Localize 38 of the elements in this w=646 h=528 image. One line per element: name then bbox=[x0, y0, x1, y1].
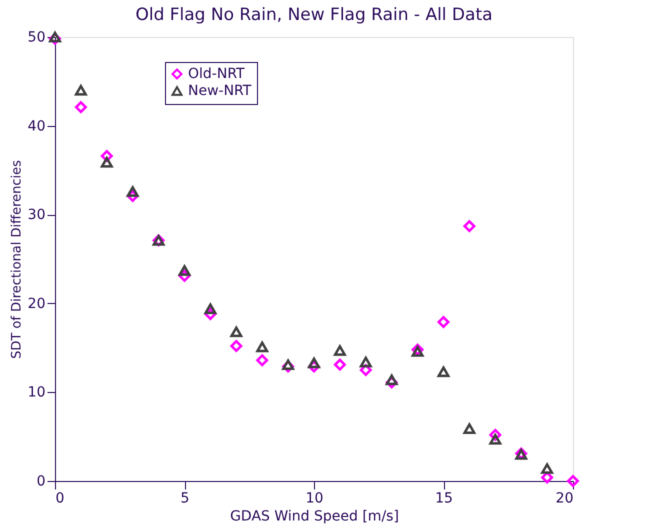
point bbox=[463, 423, 476, 434]
point bbox=[74, 101, 87, 114]
point bbox=[567, 475, 579, 487]
point bbox=[256, 342, 268, 352]
point bbox=[230, 326, 242, 338]
point bbox=[463, 220, 476, 232]
y-tick-label: 50 bbox=[28, 30, 46, 46]
point bbox=[334, 345, 346, 356]
y-tick-label: 20 bbox=[28, 296, 46, 312]
x-axis-title: GDAS Wind Speed [m/s] bbox=[230, 508, 399, 524]
point bbox=[100, 156, 113, 168]
point bbox=[334, 358, 346, 371]
point bbox=[360, 356, 372, 368]
point bbox=[126, 186, 139, 197]
point bbox=[308, 358, 320, 368]
point bbox=[386, 374, 398, 386]
chart-title: Old Flag No Rain, New Flag Rain - All Data bbox=[135, 4, 493, 25]
point bbox=[541, 463, 554, 474]
legend-label: Old-NRT bbox=[188, 66, 246, 82]
point bbox=[256, 354, 268, 366]
y-tick-label: 40 bbox=[28, 118, 46, 134]
legend-label: New-NRT bbox=[188, 83, 252, 99]
x-tick-label: 10 bbox=[306, 490, 324, 506]
x-tick-label: 20 bbox=[556, 490, 574, 506]
point bbox=[74, 84, 87, 96]
point bbox=[178, 265, 190, 276]
x-tick-label: 0 bbox=[56, 490, 64, 506]
point bbox=[438, 366, 450, 378]
point bbox=[438, 316, 450, 328]
point bbox=[489, 434, 502, 445]
y-tick-label: 10 bbox=[28, 384, 46, 401]
x-tick-label: 15 bbox=[435, 490, 453, 506]
y-tick-label: 0 bbox=[36, 474, 46, 490]
point bbox=[230, 340, 242, 352]
x-tick-label: 5 bbox=[180, 490, 190, 506]
y-axis-title: SDT of Directional Differencies bbox=[10, 160, 25, 359]
y-tick-label: 30 bbox=[28, 207, 46, 224]
point bbox=[204, 303, 216, 314]
